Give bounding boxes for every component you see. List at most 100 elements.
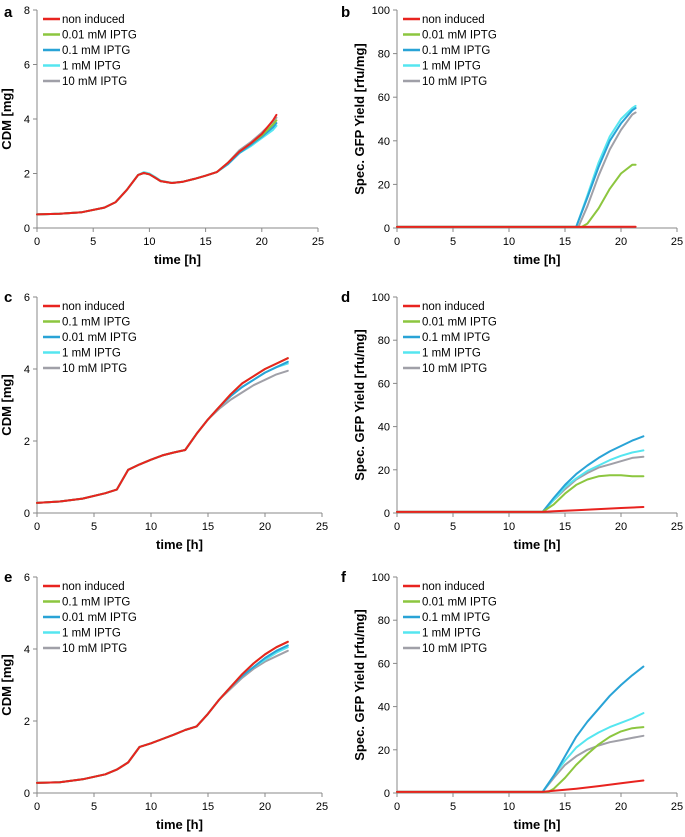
- series-line-non-induced: [396, 779, 645, 793]
- y-tick-label: 0: [384, 508, 390, 520]
- legend-label: non induced: [62, 14, 125, 26]
- series-line-0-1-mm-iptg: [36, 122, 278, 216]
- y-tick-label: 40: [378, 136, 390, 148]
- y-tick-label: 4: [24, 114, 30, 126]
- x-axis-title: time [h]: [514, 537, 561, 552]
- y-axis-title: CDM [mg]: [0, 374, 14, 435]
- x-tick-label: 5: [91, 801, 97, 813]
- y-tick-label: 0: [384, 223, 390, 235]
- x-tick-label: 15: [559, 801, 571, 813]
- legend-label: 10 mM IPTG: [62, 76, 127, 88]
- y-axis-title: Spec. GFP Yield [rfu/mg]: [352, 609, 367, 760]
- y-tick-label: 8: [24, 5, 30, 17]
- legend-label: 0.01 mM IPTG: [62, 612, 137, 624]
- series-line-non-induced: [36, 113, 278, 216]
- legend-label: non induced: [422, 14, 485, 26]
- x-axis-title: time [h]: [154, 252, 201, 267]
- series-line-10-mm-iptg: [396, 111, 637, 228]
- legend-label: 0.01 mM IPTG: [62, 332, 137, 344]
- legend-label: 1 mM IPTG: [62, 61, 121, 73]
- legend-label: 1 mM IPTG: [422, 628, 481, 640]
- y-axis-title: CDM [mg]: [0, 654, 14, 715]
- x-tick-label: 20: [259, 521, 271, 533]
- y-tick-label: 60: [378, 658, 390, 670]
- chart-panel-b: b 0 5 10 15 20 25 0 20 40 60 80 100 time [h] Spec. GFP…: [341, 4, 683, 267]
- legend-label: 0.1 mM IPTG: [422, 45, 490, 57]
- series-line-0-1-mm-iptg: [36, 357, 289, 504]
- x-tick-label: 15: [202, 521, 214, 533]
- y-tick-label: 60: [378, 378, 390, 390]
- legend-label: 0.01 mM IPTG: [422, 30, 497, 42]
- x-tick-label: 10: [503, 236, 515, 248]
- y-tick-label: 20: [378, 745, 390, 757]
- y-tick-label: 0: [384, 788, 390, 800]
- y-tick-label: 6: [24, 292, 30, 304]
- chart-panel-d: d 0 5 10 15 20 25 0 20 40 60 80 100 time [h] Spec. GFP…: [341, 289, 683, 552]
- series-line-0-1-mm-iptg: [36, 640, 289, 784]
- panel-label: b: [341, 4, 350, 21]
- x-tick-label: 10: [503, 521, 515, 533]
- x-tick-label: 25: [671, 521, 683, 533]
- chart-panel-f: f 0 5 10 15 20 25 0 20 40 60 80 100 time [h] Spec. GFP…: [341, 569, 683, 832]
- y-tick-label: 40: [378, 702, 390, 714]
- y-tick-label: 2: [24, 716, 30, 728]
- x-axis-title: time [h]: [156, 817, 203, 832]
- legend-label: 10 mM IPTG: [62, 363, 127, 375]
- y-tick-label: 6: [24, 60, 30, 72]
- x-tick-label: 15: [202, 801, 214, 813]
- legend-label: 1 mM IPTG: [62, 348, 121, 360]
- y-tick-label: 100: [372, 572, 390, 584]
- x-tick-label: 25: [316, 521, 328, 533]
- x-axis-title: time [h]: [156, 537, 203, 552]
- y-tick-label: 80: [378, 335, 390, 347]
- x-tick-label: 10: [503, 801, 515, 813]
- legend-label: 10 mM IPTG: [422, 76, 487, 88]
- x-tick-label: 20: [615, 236, 627, 248]
- series-line-10-mm-iptg: [396, 455, 645, 513]
- x-tick-label: 0: [394, 521, 400, 533]
- y-axis-title: CDM [mg]: [0, 88, 14, 149]
- x-tick-label: 10: [145, 521, 157, 533]
- x-tick-label: 20: [259, 801, 271, 813]
- y-tick-label: 100: [372, 292, 390, 304]
- series-line-0-1-mm-iptg: [396, 107, 637, 228]
- legend-label: 0.1 mM IPTG: [422, 612, 490, 624]
- y-axis-title: Spec. GFP Yield [rfu/mg]: [352, 43, 367, 194]
- y-tick-label: 2: [24, 169, 30, 181]
- panel-label: c: [4, 289, 12, 306]
- x-tick-label: 25: [671, 801, 683, 813]
- x-tick-label: 5: [91, 521, 97, 533]
- x-tick-label: 5: [450, 801, 456, 813]
- series-line-non-induced: [396, 506, 645, 513]
- legend-label: 10 mM IPTG: [422, 643, 487, 655]
- y-tick-label: 80: [378, 615, 390, 627]
- panel-label: a: [4, 4, 13, 21]
- y-tick-label: 100: [372, 5, 390, 17]
- x-tick-label: 15: [559, 521, 571, 533]
- legend-label: non induced: [422, 301, 485, 313]
- x-tick-label: 15: [199, 236, 211, 248]
- legend-label: 0.01 mM IPTG: [62, 30, 137, 42]
- y-tick-label: 2: [24, 436, 30, 448]
- legend-label: 0.1 mM IPTG: [62, 317, 130, 329]
- series-line-0-1-mm-iptg: [396, 435, 645, 513]
- x-tick-label: 25: [316, 801, 328, 813]
- legend-label: 0.01 mM IPTG: [422, 317, 497, 329]
- x-tick-label: 5: [450, 521, 456, 533]
- x-tick-label: 5: [450, 236, 456, 248]
- x-tick-label: 25: [312, 236, 324, 248]
- x-tick-label: 10: [143, 236, 155, 248]
- x-tick-label: 0: [34, 521, 40, 533]
- x-tick-label: 15: [559, 236, 571, 248]
- y-tick-label: 60: [378, 92, 390, 104]
- legend-label: non induced: [422, 581, 485, 593]
- x-tick-label: 10: [145, 801, 157, 813]
- legend-label: 0.1 mM IPTG: [422, 332, 490, 344]
- x-tick-label: 5: [90, 236, 96, 248]
- legend-label: 1 mM IPTG: [422, 348, 481, 360]
- panel-label: f: [341, 569, 347, 586]
- y-tick-label: 4: [24, 364, 30, 376]
- y-tick-label: 0: [24, 508, 30, 520]
- x-axis-title: time [h]: [514, 252, 561, 267]
